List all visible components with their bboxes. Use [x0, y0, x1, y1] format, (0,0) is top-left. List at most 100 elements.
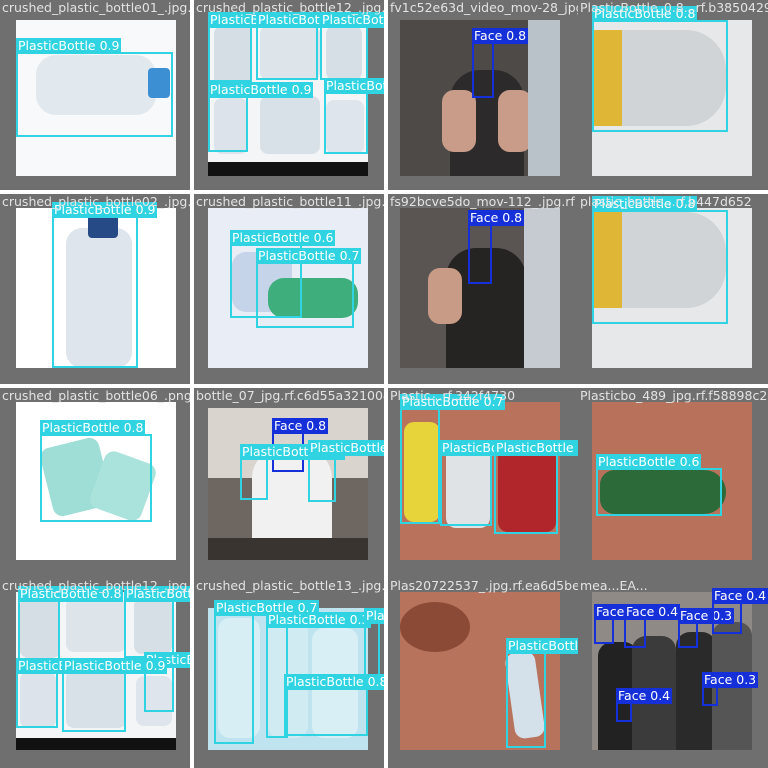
- tile-image: [400, 20, 560, 176]
- tile-filename: crushed_plastic_bottle11_.jpg.rf.1761: [196, 194, 384, 209]
- detection-box: Face 0.8: [472, 28, 529, 98]
- detection-label: PlasticBottle 0.9: [16, 38, 122, 54]
- hand-shape: [442, 90, 476, 152]
- bottle-label-shape: [592, 212, 622, 308]
- bottle-shape: [214, 26, 252, 86]
- detection-label: PlasticBottle 0.8: [592, 6, 698, 22]
- detection-label: PlasticBottle 0.7: [506, 638, 578, 654]
- detection-label: PlasticBottle 0.5: [364, 608, 384, 624]
- tile-filename: bottle_07_jpg.rf.c6d55a321004: [196, 388, 384, 403]
- detection-box: PlasticBottle 0.8: [208, 12, 314, 82]
- detection-box: PlasticBottle 0.6: [230, 230, 336, 318]
- tile-image: [592, 402, 752, 560]
- tile-filename: crushed_plastic_bottle01_.jpg.rf: [2, 0, 190, 15]
- detection-box: PlasticBottle 0.3: [266, 612, 372, 738]
- bottle-shape: [404, 422, 440, 522]
- tile: crushed_plastic_bottle12_.jpg.rf.5b... P…: [194, 0, 384, 190]
- detection-box: PlasticBottle 0.7: [308, 440, 384, 502]
- detection-label: Face 0.8: [468, 210, 525, 226]
- detection-box: PlasticBottle 0.7: [256, 248, 362, 328]
- detection-box: PlasticBottle 0.8: [40, 420, 152, 522]
- black-strip: [208, 162, 368, 176]
- detection-label: PlasticBottle 0.7: [308, 440, 384, 456]
- bottle-shape: [214, 98, 248, 154]
- tile: mea...EA... Face 0.7 Face 0.4 Face 0.3 F…: [578, 578, 768, 768]
- detection-box: Face 0.4: [616, 688, 673, 722]
- tile: Plas20722537_.jpg.rf.ea6d5bea PlasticBot…: [388, 578, 578, 768]
- tile: Plasticbo_489_jpg.rf.f58898c2c PlasticBo…: [578, 388, 768, 578]
- detection-box: PlasticBottle 0.9: [16, 38, 173, 137]
- tile: PlasticBottle_0.8...rf.b3850429 PlasticB…: [578, 0, 768, 190]
- window-shape: [524, 208, 560, 368]
- bottle-cap-shape: [148, 68, 170, 98]
- tile: bottle_07_jpg.rf.c6d55a321004 Face 0.8 P…: [194, 388, 384, 578]
- tile-filename: crushed_plastic_bottle06_.png.rf.f077: [2, 388, 190, 403]
- tile: crushed_plastic_bottle01_.jpg.rf Plastic…: [0, 0, 190, 190]
- detection-label: PlasticBottle 0.7: [400, 394, 506, 410]
- detection-box: PlasticBottle 0.5: [364, 608, 384, 682]
- detection-label: Face 0.4: [624, 604, 681, 620]
- window-shape: [528, 20, 560, 176]
- tile-image: [400, 208, 560, 368]
- bottle-shape: [20, 672, 56, 728]
- bottle-shape: [66, 598, 126, 652]
- bottle-shape: [136, 676, 172, 726]
- detection-box: PlasticBottle 0.8: [592, 196, 728, 324]
- detection-box: PlasticBottle 0.9: [320, 12, 384, 80]
- tile: Plastic...rf.342f4730 PlasticBottle 0.7 …: [388, 388, 578, 578]
- bottle-cap-shape: [88, 214, 118, 238]
- bottle-shape: [66, 670, 126, 728]
- detection-box: PlasticBottle 0.6: [596, 454, 722, 516]
- bottle-shape: [268, 278, 358, 318]
- detection-label: PlasticBottle 0.8: [40, 420, 146, 436]
- detection-label: PlasticBottle 0.8: [324, 78, 384, 94]
- detection-label: PlasticBottle 0.8: [592, 196, 698, 212]
- detection-label: PlasticBottle 0.9: [62, 658, 168, 674]
- detection-label: Face 0.3: [702, 672, 759, 688]
- detection-box: PlasticBottle 0.8: [16, 658, 122, 728]
- tile-filename: mea...EA...: [580, 578, 648, 593]
- detection-label: PlasticBottle 0.6: [230, 230, 336, 246]
- hand-shape: [428, 268, 462, 324]
- detection-box: PlasticBottle 0.8: [592, 6, 728, 132]
- tile-filename: plastic_bottle...rf.b447d652: [580, 194, 752, 209]
- bottle-label-shape: [592, 30, 622, 126]
- detection-label: PlasticBottle 0.9: [52, 202, 158, 218]
- tile-image: [592, 20, 752, 176]
- detection-label: Face 0.8: [472, 28, 529, 44]
- tile-filename: PlasticBottle_0.8...rf.b3850429: [580, 0, 768, 15]
- detection-box: PlasticBottle 0.5: [494, 440, 578, 534]
- tile-image: [400, 592, 560, 750]
- detection-label: PlasticBottle 0.9: [208, 82, 314, 98]
- bottle-shape: [20, 598, 60, 658]
- detection-label: PlasticBottle 0.5: [494, 440, 578, 456]
- tile: crushed_plastic_bottle11_.jpg.rf.1761 Pl…: [194, 194, 384, 384]
- tile-filename: Plas20722537_.jpg.rf.ea6d5bea: [390, 578, 578, 593]
- bottle-shape: [446, 446, 490, 528]
- detection-label: PlasticBottle 0.6: [596, 454, 702, 470]
- detection-label: PlasticBottle 0.3: [266, 612, 372, 628]
- detection-box: Face 0.8: [468, 210, 525, 284]
- tile: crushed_plastic_bottle13_.jpg.rf Plastic…: [194, 578, 384, 768]
- tile-filename: fs92bcve5do_mov-112_.jpg.rf: [390, 194, 575, 209]
- tile: crushed_plastic_bottle02_.jpg.rf Plastic…: [0, 194, 190, 384]
- detection-box: Face 0.3: [702, 672, 759, 706]
- tile-filename: Plastic...rf.342f4730: [390, 388, 516, 403]
- plant-pot-shape: [400, 602, 470, 652]
- tile-filename: fv1c52e63d_video_mov-28_jpg.rf: [390, 0, 578, 15]
- bottle-shape: [260, 96, 320, 154]
- tile: crushed_plastic_bottle12_.jpg.rf Plastic…: [0, 578, 190, 768]
- detection-label: PlasticBottle 0.9: [124, 586, 190, 602]
- bottle-shape: [66, 228, 132, 368]
- detection-label: Face 0.8: [272, 418, 329, 434]
- bottle-shape: [326, 100, 364, 154]
- detection-box: PlasticBottle 0.9: [52, 202, 158, 368]
- detection-box: Face 0.3: [678, 608, 735, 648]
- bottle-shape: [36, 55, 156, 115]
- detection-label: PlasticBottle 0.8: [284, 674, 384, 690]
- detection-label: PlasticBottle 0.9: [320, 12, 384, 28]
- tile-image: [16, 208, 176, 368]
- tile: fs92bcve5do_mov-112_.jpg.rf Face 0.8: [388, 194, 578, 384]
- detection-box: PlasticBottle 0.9: [256, 12, 362, 80]
- tile: crushed_plastic_bottle06_.png.rf.f077 Pl…: [0, 388, 190, 578]
